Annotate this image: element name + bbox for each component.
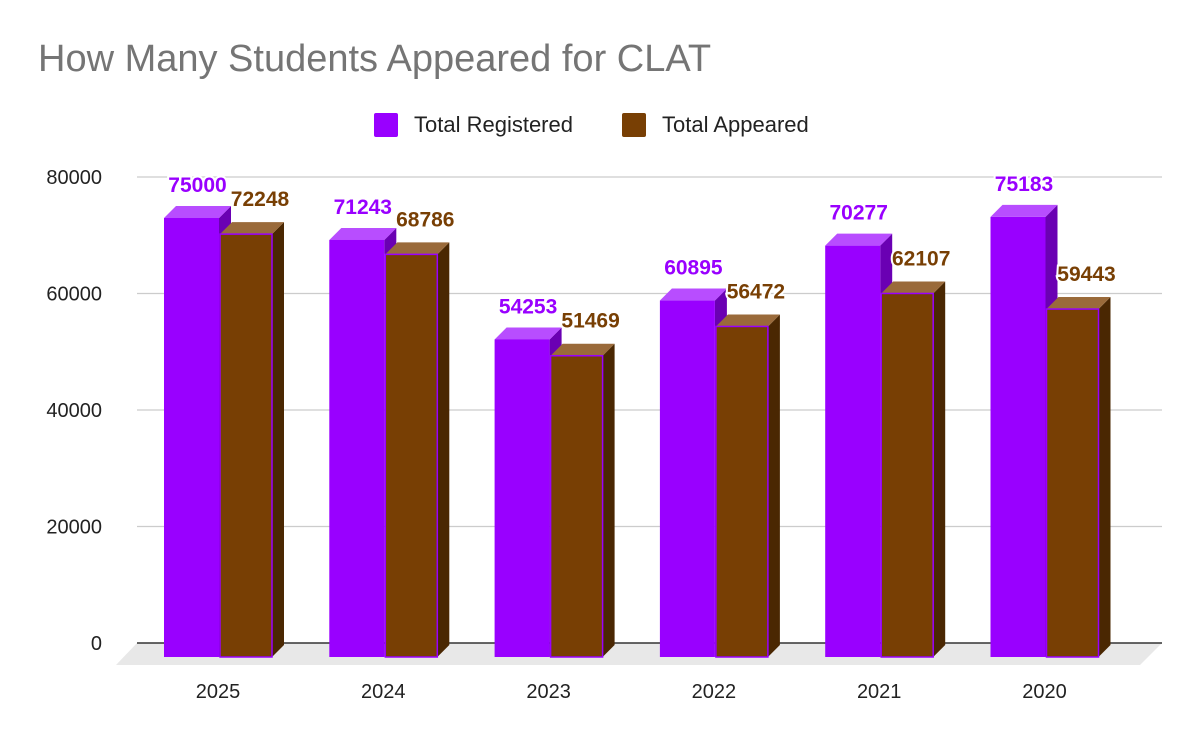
bar-top: [881, 281, 946, 294]
legend-item-registered: Total Registered: [374, 112, 573, 138]
data-label: 72248: [231, 188, 290, 211]
data-label: 56472: [727, 280, 785, 303]
bar-registered: [164, 218, 219, 657]
bar-registered: [659, 300, 715, 657]
bar-appeared: [549, 354, 604, 658]
data-label: 60895: [664, 257, 723, 280]
bar-top: [220, 222, 284, 235]
bar-top: [659, 288, 727, 301]
bar-registered: [329, 239, 385, 657]
y-tick-label: 20000: [46, 517, 102, 539]
bar-side: [767, 314, 780, 657]
bar-top: [1046, 297, 1111, 310]
data-label: 70277: [829, 202, 887, 225]
bar-top: [385, 242, 450, 255]
bar-registered: [825, 245, 881, 657]
y-tick-label: 60000: [46, 284, 102, 306]
x-tick-label: 2025: [196, 681, 241, 703]
x-tick-label: 2022: [692, 681, 737, 703]
bar-top: [164, 206, 231, 218]
chart-title: How Many Students Appeared for CLAT: [38, 38, 712, 80]
legend-item-appeared: Total Appeared: [622, 112, 809, 138]
x-tick-label: 2024: [361, 681, 406, 703]
bar-registered: [494, 339, 550, 657]
bar-registered: [990, 216, 1046, 657]
bar-top: [990, 204, 1058, 217]
data-label: 71243: [334, 196, 392, 219]
data-label: 75000: [168, 174, 226, 197]
bar-appeared: [1045, 308, 1100, 658]
bar-side: [1098, 297, 1111, 657]
bar-appeared: [880, 292, 934, 658]
bar-appeared: [219, 233, 273, 658]
bar-top: [550, 343, 615, 356]
data-label: 75183: [995, 173, 1053, 196]
bar-side: [437, 242, 450, 657]
x-tick-label: 2020: [1022, 681, 1067, 703]
legend-label-registered: Total Registered: [414, 112, 573, 137]
data-label: 51469: [561, 310, 619, 333]
legend-swatch-registered: [374, 113, 398, 137]
legend-label-appeared: Total Appeared: [662, 112, 809, 137]
bar-top: [329, 227, 397, 240]
data-label: 62107: [892, 247, 950, 270]
y-tick-label: 40000: [46, 400, 102, 422]
legend-swatch-appeared: [622, 113, 646, 137]
bar-side: [272, 222, 284, 657]
bar-top: [494, 327, 562, 340]
x-tick-label: 2023: [526, 681, 571, 703]
data-label: 54253: [499, 295, 557, 318]
y-tick-label: 0: [91, 633, 102, 655]
data-label: 59443: [1057, 263, 1115, 286]
bar-side: [602, 343, 615, 657]
bar-appeared: [715, 325, 769, 658]
y-tick-label: 80000: [46, 167, 102, 189]
bar-top: [825, 233, 893, 246]
bar-top: [715, 314, 780, 327]
x-tick-label: 2021: [857, 681, 902, 703]
bar-appeared: [384, 253, 439, 658]
bar-side: [933, 281, 946, 657]
data-label: 68786: [396, 208, 454, 231]
